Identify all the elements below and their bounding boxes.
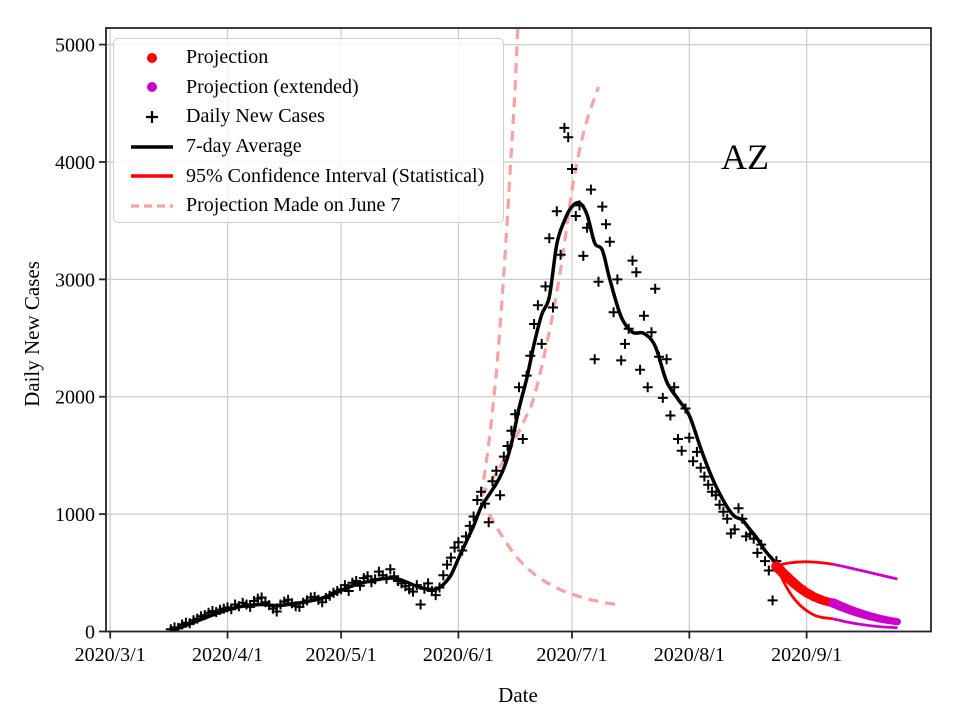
legend-item-label: 95% Confidence Interval (Statistical) xyxy=(186,164,485,187)
plus-marker-icon xyxy=(129,109,175,125)
projection-extended-dot-icon xyxy=(129,79,175,95)
y-tick-label: 3000 xyxy=(55,269,95,291)
dashed-line-icon xyxy=(129,198,175,214)
legend-item-daily-new-cases: Daily New Cases xyxy=(114,102,503,132)
x-tick-label: 2020/5/1 xyxy=(306,644,377,666)
y-tick-label: 2000 xyxy=(55,387,95,409)
x-tick-label: 2020/7/1 xyxy=(536,644,607,666)
legend-item-confidence-interval: 95% Confidence Interval (Statistical) xyxy=(114,161,503,191)
legend-item-label: Projection Made on June 7 xyxy=(186,194,401,217)
x-tick-label: 2020/3/1 xyxy=(75,644,146,666)
legend: Projection Projection (extended) Daily N… xyxy=(113,38,504,223)
state-annotation: AZ xyxy=(721,137,769,177)
average-line-icon xyxy=(129,139,175,155)
legend-item-june7-projection: Projection Made on June 7 xyxy=(114,191,503,221)
x-tick-label: 2020/6/1 xyxy=(423,644,494,666)
y-tick-label: 5000 xyxy=(55,35,95,57)
x-tick-label: 2020/9/1 xyxy=(771,644,842,666)
x-axis-label: Date xyxy=(498,683,538,707)
legend-item-label: Daily New Cases xyxy=(186,105,325,128)
y-tick-label: 0 xyxy=(85,622,95,644)
legend-item-projection-extended: Projection (extended) xyxy=(114,73,503,103)
legend-item-projection: Projection xyxy=(114,43,503,73)
legend-item-label: Projection (extended) xyxy=(186,75,359,98)
x-tick-label: 2020/8/1 xyxy=(654,644,725,666)
projection-dot-icon xyxy=(129,50,175,66)
legend-item-label: 7-day Average xyxy=(186,135,302,158)
confidence-line-icon xyxy=(129,168,175,184)
y-tick-label: 1000 xyxy=(55,504,95,526)
legend-item-7-day-average: 7-day Average xyxy=(114,132,503,162)
y-tick-label: 4000 xyxy=(55,152,95,174)
legend-item-label: Projection xyxy=(186,46,269,69)
x-tick-label: 2020/4/1 xyxy=(192,644,263,666)
y-axis-label: Daily New Cases xyxy=(20,261,44,407)
